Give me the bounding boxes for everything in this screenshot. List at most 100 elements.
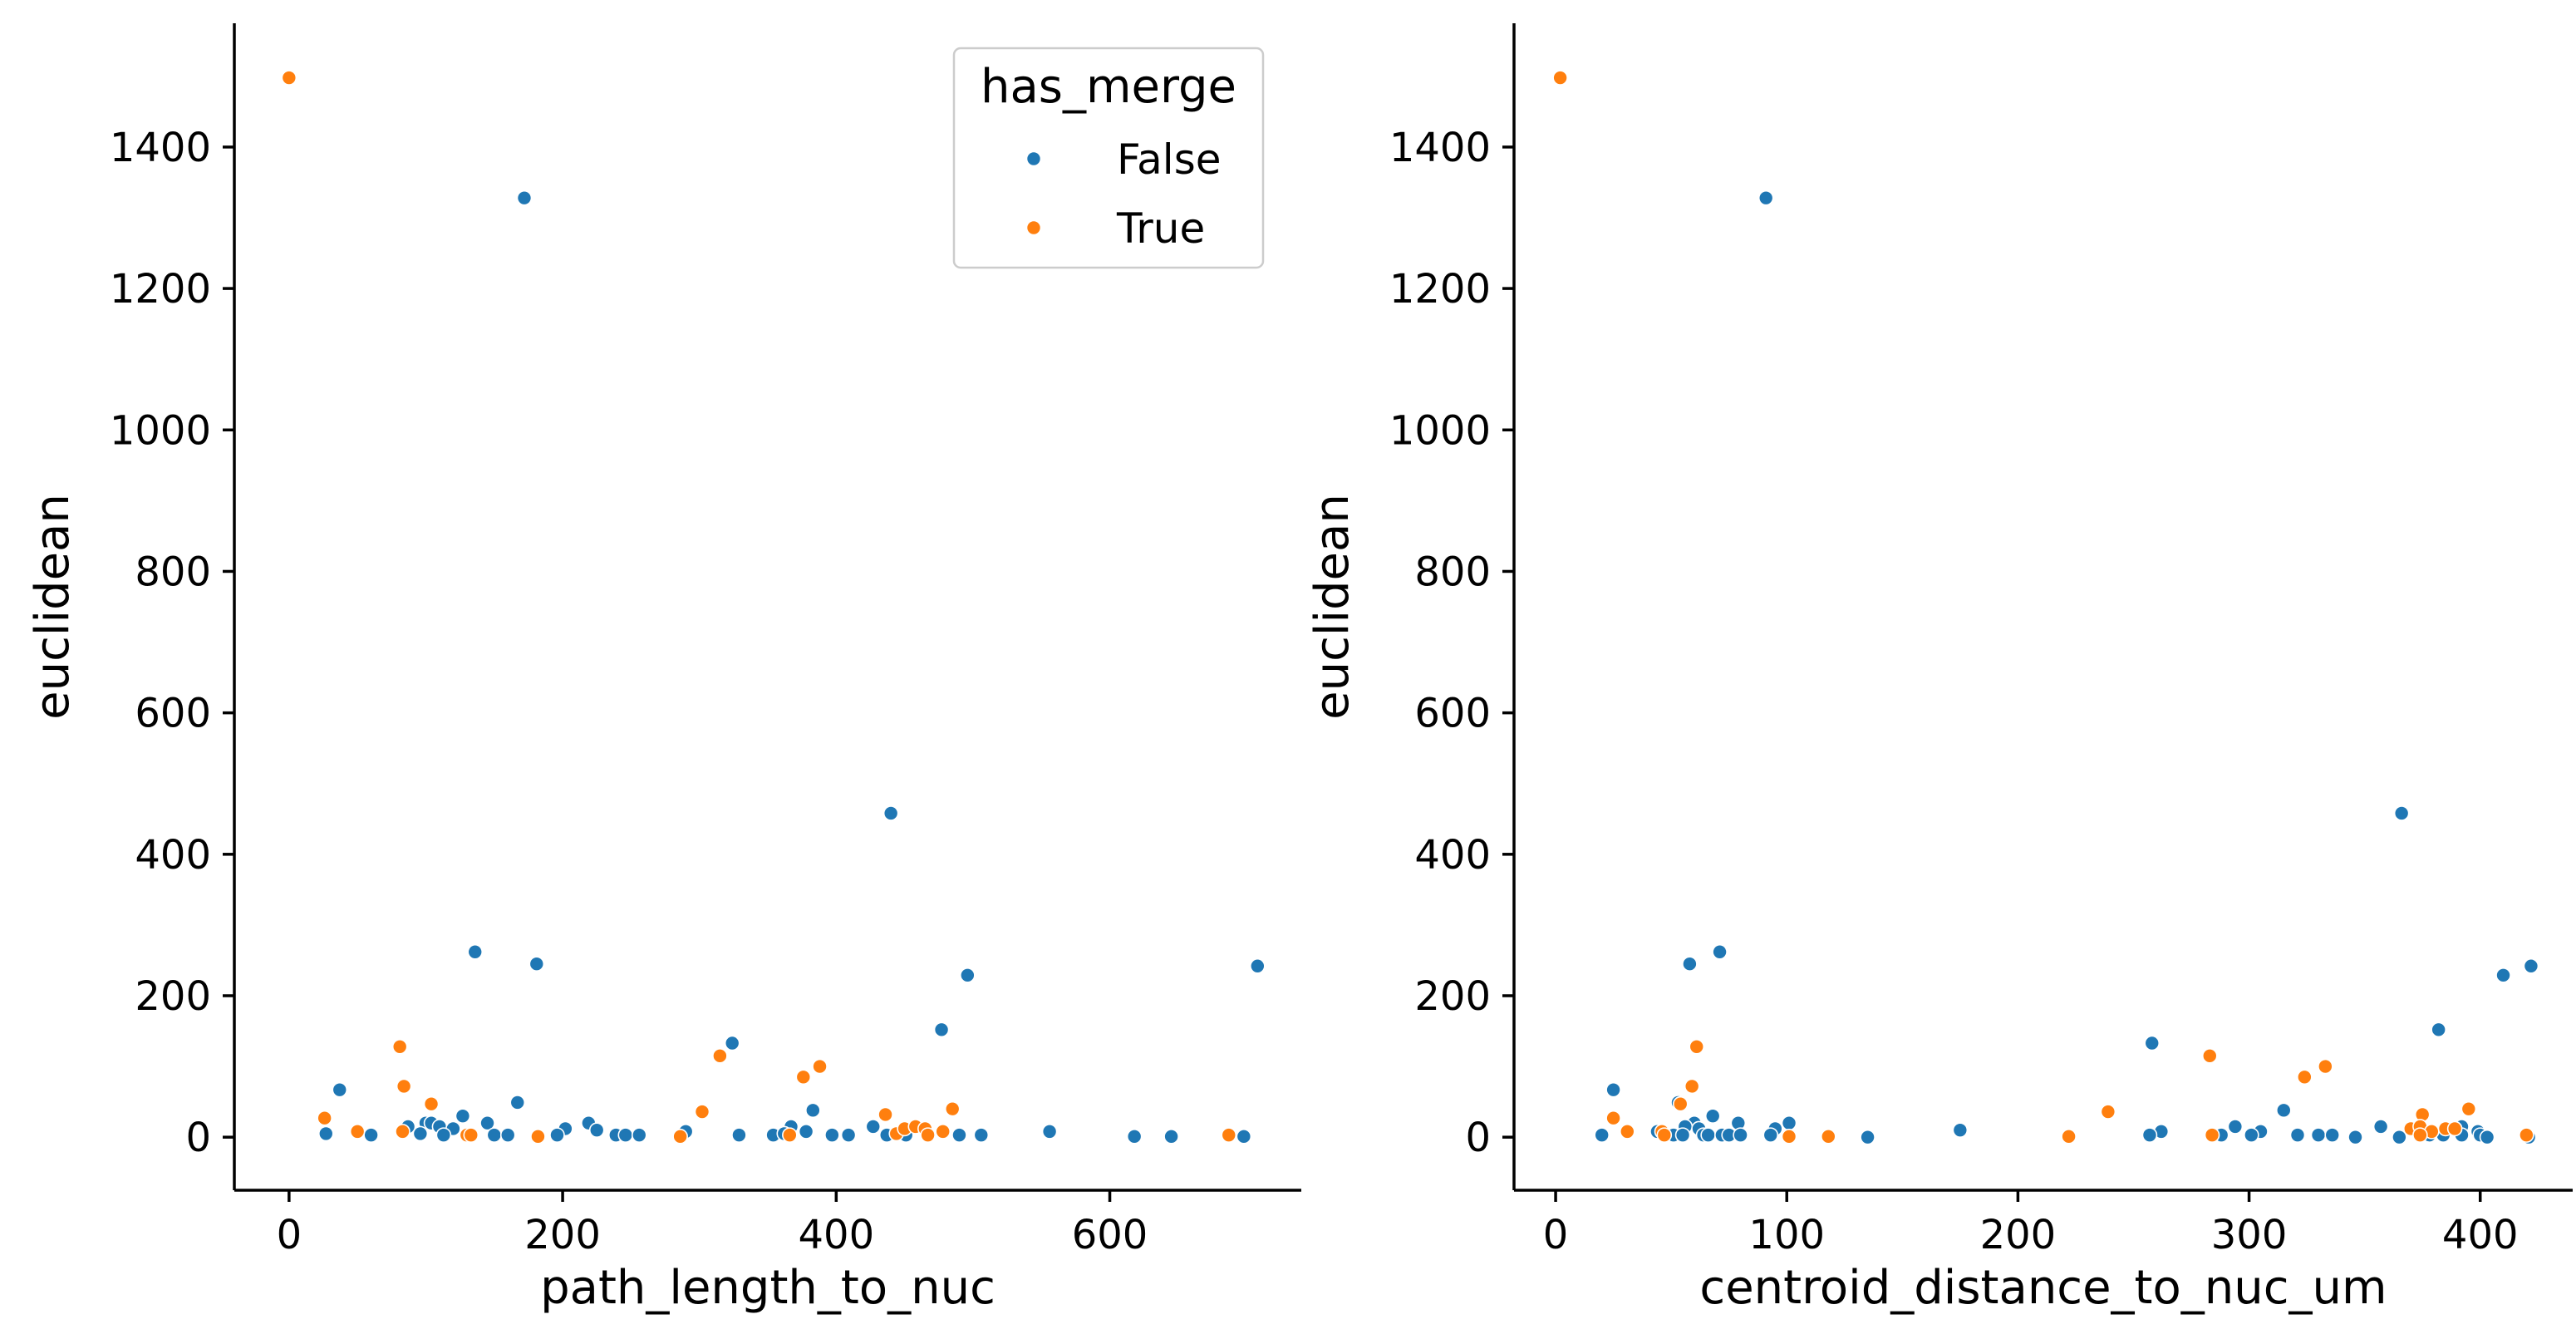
data-point bbox=[882, 805, 899, 821]
data-point bbox=[2393, 805, 2410, 821]
data-point bbox=[798, 1124, 814, 1140]
y-tick-label: 1400 bbox=[1389, 125, 1491, 171]
data-point bbox=[2412, 1127, 2428, 1143]
data-point bbox=[1821, 1129, 1836, 1145]
data-point bbox=[1620, 1124, 1635, 1140]
data-point bbox=[694, 1104, 710, 1120]
data-point bbox=[2275, 1102, 2292, 1119]
left-scatter-panel: 0 200 400 600 0 200 400 600 800 1000 1200 1400 path_… bbox=[26, 23, 1301, 1315]
data-point bbox=[944, 1100, 961, 1117]
data-point bbox=[2495, 967, 2511, 983]
data-point bbox=[455, 1108, 471, 1124]
y-axis-label: euclidean bbox=[26, 494, 80, 720]
y-tick-label: 400 bbox=[1414, 832, 1491, 879]
data-point bbox=[933, 1021, 950, 1038]
data-point bbox=[281, 70, 297, 86]
data-point bbox=[588, 1122, 605, 1138]
data-point bbox=[1126, 1129, 1143, 1145]
data-point bbox=[2446, 1120, 2463, 1137]
data-point bbox=[2244, 1127, 2259, 1143]
data-point bbox=[672, 1129, 688, 1145]
data-point bbox=[2347, 1129, 2363, 1145]
data-point bbox=[935, 1124, 951, 1140]
data-point bbox=[1952, 1122, 1969, 1138]
legend-frame bbox=[952, 47, 1265, 269]
data-point bbox=[1733, 1127, 1748, 1143]
data-point bbox=[2227, 1119, 2244, 1135]
y-tick-label: 800 bbox=[135, 549, 211, 595]
data-point bbox=[2460, 1100, 2477, 1117]
x-tick-label: 600 bbox=[1072, 1212, 1148, 1258]
data-point bbox=[1041, 1124, 1058, 1140]
data-point bbox=[1594, 1127, 1610, 1143]
data-point bbox=[724, 1035, 740, 1051]
data-point bbox=[1250, 957, 1266, 974]
data-point bbox=[1684, 1078, 1700, 1095]
data-point bbox=[2201, 1048, 2218, 1064]
series-false bbox=[1594, 190, 2539, 1145]
data-point bbox=[363, 1127, 379, 1143]
data-point bbox=[396, 1078, 412, 1095]
legend-label-false: False bbox=[1117, 135, 1222, 184]
legend-marker-false bbox=[1025, 150, 1042, 167]
y-tick-label: 200 bbox=[1414, 973, 1491, 1020]
legend-marker-true bbox=[1025, 219, 1042, 236]
data-point bbox=[317, 1110, 332, 1126]
data-point bbox=[1674, 1127, 1691, 1143]
data-point bbox=[332, 1081, 348, 1098]
data-point bbox=[2061, 1129, 2077, 1145]
data-point bbox=[1781, 1129, 1797, 1145]
data-point bbox=[1552, 70, 1568, 86]
y-tick-label: 1200 bbox=[110, 266, 211, 313]
y-tick-label: 1200 bbox=[1389, 266, 1491, 313]
data-point bbox=[486, 1127, 503, 1143]
data-point bbox=[499, 1127, 516, 1143]
data-point bbox=[878, 1106, 893, 1123]
data-point bbox=[631, 1127, 647, 1143]
y-tick-label: 800 bbox=[1414, 549, 1491, 595]
data-point bbox=[391, 1038, 408, 1055]
data-point bbox=[782, 1127, 798, 1143]
data-point bbox=[795, 1069, 812, 1085]
data-point bbox=[412, 1125, 429, 1142]
x-axis-label: centroid_distance_to_nuc_um bbox=[1699, 1261, 2387, 1315]
x-tick-label: 300 bbox=[2211, 1212, 2288, 1258]
data-point bbox=[1605, 1110, 1621, 1126]
data-point bbox=[2318, 1058, 2333, 1075]
data-point bbox=[349, 1124, 366, 1140]
legend: has_merge False True bbox=[952, 47, 1265, 269]
data-point bbox=[2479, 1129, 2495, 1145]
data-point bbox=[2372, 1119, 2389, 1135]
data-point bbox=[1689, 1038, 1705, 1055]
data-point bbox=[617, 1127, 634, 1143]
data-point bbox=[435, 1127, 452, 1143]
data-point bbox=[1605, 1081, 1621, 1098]
y-tick-label: 200 bbox=[135, 973, 211, 1020]
data-point bbox=[1672, 1095, 1689, 1112]
data-point bbox=[549, 1127, 565, 1143]
y-tick-label: 1000 bbox=[1389, 407, 1491, 454]
data-point bbox=[2289, 1127, 2306, 1143]
data-point bbox=[1712, 943, 1728, 960]
data-point bbox=[2310, 1127, 2327, 1143]
data-point bbox=[467, 943, 484, 960]
y-tick-label: 600 bbox=[135, 691, 211, 737]
data-point bbox=[920, 1127, 936, 1143]
data-point bbox=[1221, 1127, 1237, 1143]
y-axis-label: euclidean bbox=[1305, 494, 1359, 720]
data-point bbox=[2431, 1021, 2446, 1038]
data-point bbox=[463, 1127, 479, 1143]
data-point bbox=[1700, 1127, 1716, 1143]
data-point bbox=[1762, 1127, 1779, 1143]
data-point bbox=[1757, 190, 1774, 206]
data-point bbox=[516, 190, 533, 206]
x-tick-label: 100 bbox=[1748, 1212, 1825, 1258]
data-point bbox=[2204, 1127, 2220, 1143]
data-point bbox=[805, 1102, 821, 1119]
legend-label-true: True bbox=[1116, 204, 1205, 253]
data-point bbox=[1781, 1115, 1797, 1131]
data-point bbox=[824, 1127, 840, 1143]
data-point bbox=[528, 956, 545, 972]
data-point bbox=[2144, 1035, 2161, 1051]
data-point bbox=[731, 1127, 747, 1143]
